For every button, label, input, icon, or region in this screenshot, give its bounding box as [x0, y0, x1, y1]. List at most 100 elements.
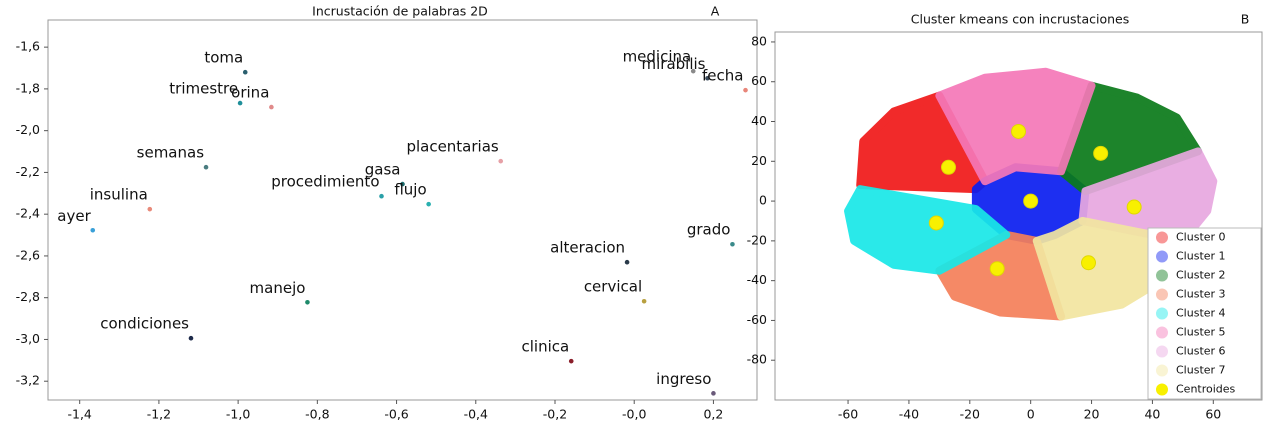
point: [426, 201, 431, 207]
point: [730, 241, 735, 247]
point-label: semanas: [137, 144, 205, 162]
x-tick-label: -0,2: [543, 407, 567, 422]
legend-swatch: [1156, 326, 1168, 339]
legend-label: Cluster 4: [1176, 307, 1226, 320]
x-tick-label: 20: [1084, 407, 1100, 422]
centroid: [989, 261, 1005, 277]
x-tick-label: -40: [899, 407, 919, 422]
y-tick-label: -2,2: [16, 164, 40, 179]
point-label: insulina: [90, 186, 148, 204]
plot-frame: [47, 19, 758, 401]
point: [203, 164, 209, 170]
x-tick-label: 0,2: [703, 407, 723, 422]
point-label: manejo: [250, 279, 306, 297]
y-tick-label: 40: [751, 113, 767, 128]
point-label: condiciones: [100, 315, 189, 333]
legend-label: Cluster 6: [1176, 345, 1226, 358]
legend-label: Cluster 2: [1176, 269, 1226, 282]
point-label: alteracion: [550, 239, 625, 257]
panel-letter: A: [711, 4, 720, 19]
y-tick-label: 0: [759, 193, 767, 208]
x-tick-label: 0: [1027, 407, 1035, 422]
centroid: [1011, 123, 1026, 139]
y-tick-label: -2,8: [16, 289, 40, 304]
plot-frame: [774, 31, 1263, 401]
x-tick-label: -0,4: [464, 407, 488, 422]
point-label: ayer: [57, 207, 91, 225]
point: [711, 391, 716, 396]
point: [269, 104, 274, 110]
centroid: [1023, 193, 1039, 209]
y-tick-label: -3,0: [16, 331, 40, 346]
point-label: fecha: [702, 67, 743, 85]
point-label: toma: [204, 49, 243, 67]
legend-label: Cluster 5: [1176, 326, 1226, 339]
point-label: ingreso: [656, 370, 711, 388]
y-tick-label: -1,8: [16, 80, 40, 95]
legend-label: Centroides: [1176, 383, 1236, 396]
point-label: mirabilis: [642, 55, 706, 73]
legend-swatch: [1156, 231, 1168, 244]
point-label: grado: [687, 221, 731, 239]
point: [690, 68, 696, 74]
x-tick-label: -1,4: [67, 407, 91, 422]
x-tick-label: -1,2: [147, 407, 171, 422]
legend-swatch: [1156, 250, 1168, 263]
legend-swatch: [1156, 288, 1168, 301]
legend-swatch: [1156, 364, 1168, 377]
x-tick-label: -60: [838, 407, 858, 422]
point: [188, 335, 194, 341]
x-tick-label: 60: [1205, 407, 1221, 422]
x-tick-label: -0,0: [622, 407, 646, 422]
point: [568, 358, 574, 364]
point-label: flujo: [394, 181, 426, 199]
point: [641, 298, 647, 304]
legend-swatch: [1156, 307, 1168, 320]
x-tick-label: 40: [1144, 407, 1160, 422]
point: [237, 100, 243, 106]
panel-letter: B: [1241, 12, 1250, 27]
y-tick-label: -40: [747, 272, 767, 287]
y-tick-label: -80: [747, 352, 767, 367]
legend-swatch: [1156, 345, 1168, 358]
point: [242, 69, 248, 75]
y-tick-label: -60: [747, 312, 767, 327]
x-tick-label: -0,8: [305, 407, 329, 422]
point: [90, 227, 96, 233]
y-tick-label: -1,6: [16, 39, 40, 54]
point: [498, 158, 504, 164]
point-label: cervical: [584, 278, 642, 296]
point-label: gasa: [365, 161, 401, 179]
legend-swatch: [1156, 383, 1168, 396]
centroid: [940, 159, 956, 175]
chart-title: Cluster kmeans con incrustaciones: [911, 12, 1129, 27]
chart-title: Incrustación de palabras 2D: [312, 4, 488, 19]
point-label: procedimiento: [271, 173, 379, 191]
legend-label: Cluster 1: [1176, 250, 1226, 263]
y-tick-label: 80: [751, 33, 767, 48]
y-tick-label: -20: [747, 232, 767, 247]
point: [624, 259, 630, 265]
cluster-region: [844, 185, 1011, 275]
y-tick-label: 20: [751, 153, 767, 168]
legend-swatch: [1156, 269, 1168, 282]
point: [379, 193, 384, 199]
point-label: placentarias: [406, 138, 498, 156]
point-label: medicina: [623, 48, 692, 66]
legend-label: Cluster 7: [1176, 364, 1226, 377]
point: [743, 87, 748, 93]
y-tick-label: -2,6: [16, 247, 40, 262]
y-tick-label: -3,2: [16, 373, 40, 388]
x-tick-label: -20: [960, 407, 980, 422]
point-label: clinica: [522, 338, 570, 356]
point-label: trimestre: [169, 80, 238, 98]
x-tick-label: -0,6: [384, 407, 408, 422]
legend-box: [1147, 227, 1262, 400]
point: [400, 181, 405, 187]
legend-label: Cluster 0: [1176, 231, 1226, 244]
point: [705, 75, 710, 81]
y-tick-label: 60: [751, 73, 767, 88]
point-label: orina: [231, 84, 269, 102]
y-tick-label: -2,4: [16, 206, 40, 221]
